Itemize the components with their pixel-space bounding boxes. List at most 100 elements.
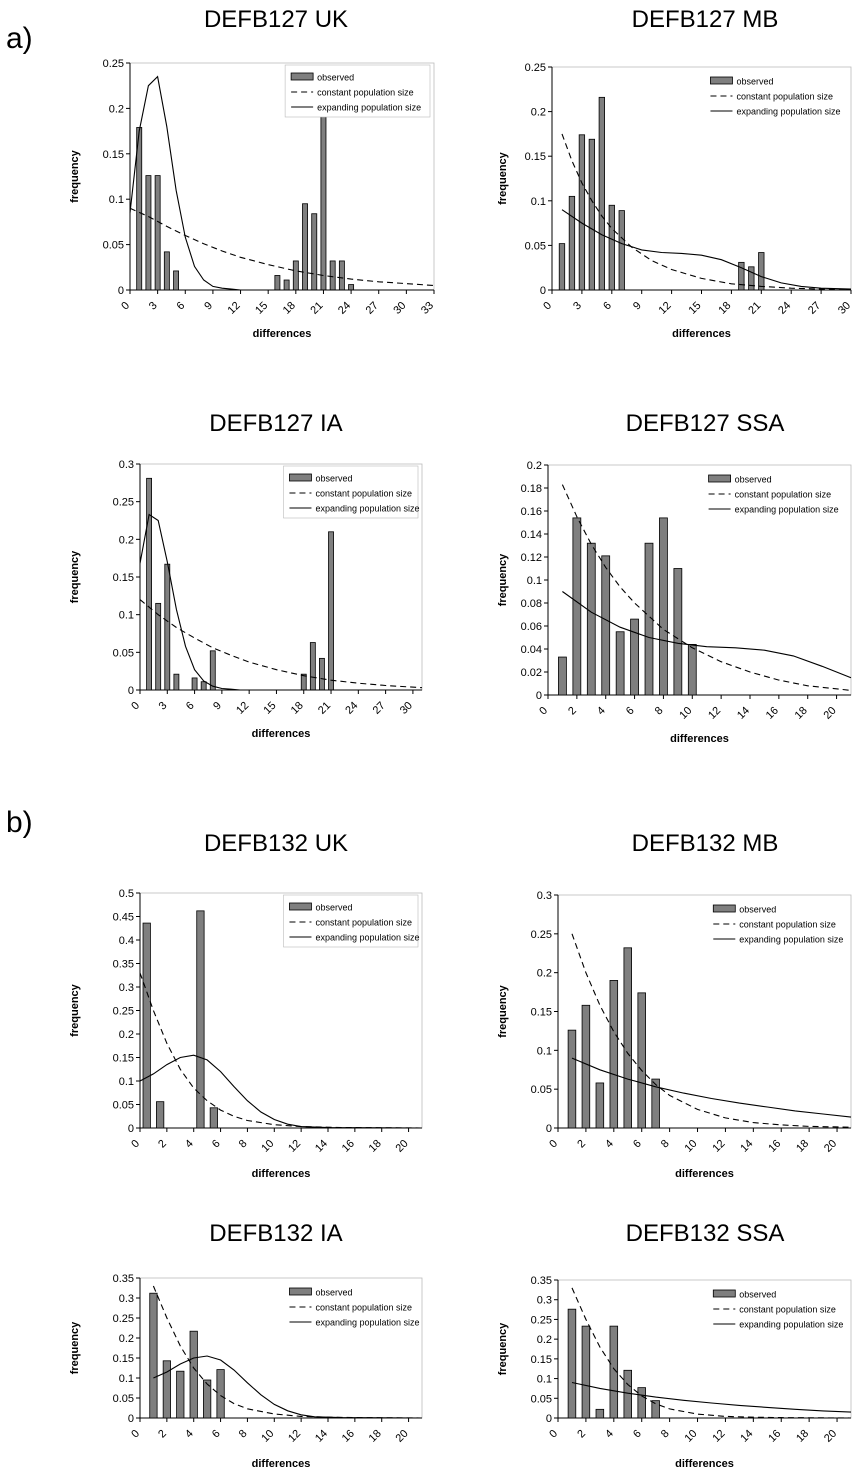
legend-swatch — [712, 1289, 736, 1298]
observed-bar — [348, 284, 355, 291]
x-tick-label: 20 — [394, 1428, 411, 1445]
observed-bar — [601, 555, 611, 696]
y-axis-title: frequency — [69, 149, 81, 202]
constant-population-line — [561, 133, 852, 291]
observed-bar — [618, 210, 625, 291]
y-axis-title: frequency — [497, 984, 509, 1037]
y-tick-label: 0.06 — [521, 621, 542, 633]
x-tick-label: 27 — [364, 300, 381, 317]
expanding-population-line — [571, 1057, 852, 1118]
x-tick-label: 12 — [286, 1138, 303, 1155]
distribution-chart: 0 0.05 0.1 0.15 0.2 0.25 0.3 0.35 0 2 4 6 8 10 12 14 16 1… — [497, 1275, 852, 1470]
legend-swatch — [289, 902, 312, 911]
x-tick-label: 16 — [340, 1428, 357, 1445]
observed-bar — [173, 270, 179, 291]
observed-bar — [142, 922, 151, 1129]
y-tick-label: 0.05 — [531, 1084, 552, 1096]
x-tick-label: 10 — [682, 1428, 699, 1445]
expanding-population-line — [153, 1355, 423, 1419]
observed-bar — [748, 266, 755, 291]
x-tick-label: 4 — [183, 1428, 196, 1441]
legend-swatch — [710, 76, 733, 85]
observed-bar — [578, 134, 586, 291]
y-tick-label: 0.25 — [531, 1314, 552, 1326]
x-tick-label: 8 — [659, 1138, 672, 1151]
constant-population-line — [139, 972, 423, 1129]
x-tick-label: 21 — [316, 700, 333, 717]
x-tick-label: 10 — [682, 1138, 699, 1155]
y-tick-label: 0.35 — [113, 1273, 134, 1285]
x-tick-label: 14 — [738, 1138, 755, 1155]
legend-constant: constant population size — [315, 1303, 412, 1313]
observed-bar — [300, 673, 307, 691]
x-tick-label: 18 — [793, 705, 810, 722]
distribution-chart: 0 0.05 0.1 0.15 0.2 0.25 0.3 0.35 0 2 4 6 8 10 12 14 16 1… — [69, 1273, 423, 1470]
chart-title: DEFB132 IA — [209, 1220, 343, 1247]
observed-bar — [558, 656, 567, 696]
x-tick-label: 10 — [259, 1428, 276, 1445]
x-tick-label: 18 — [367, 1428, 384, 1445]
x-tick-label: 27 — [371, 700, 388, 717]
x-tick-label: 30 — [391, 300, 408, 317]
y-tick-label: 0.04 — [521, 644, 542, 656]
expanding-population-line — [139, 1054, 423, 1129]
section-label-b: b) — [6, 806, 33, 839]
x-axis-title: differences — [252, 1168, 311, 1180]
observed-bar — [311, 213, 318, 291]
constant-population-line — [561, 484, 852, 691]
observed-bar — [568, 195, 576, 291]
x-tick-label: 30 — [398, 700, 415, 717]
observed-bar — [623, 1369, 632, 1419]
chart-title: DEFB127 IA — [209, 410, 343, 437]
x-tick-label: 18 — [289, 700, 306, 717]
constant-population-line — [571, 1287, 852, 1419]
observed-bar — [595, 1408, 605, 1419]
y-tick-label: 0.15 — [113, 1053, 134, 1065]
chart-title: DEFB132 MB — [631, 830, 779, 857]
observed-bar — [173, 673, 180, 691]
x-tick-label: 30 — [836, 300, 853, 317]
x-tick-label: 21 — [746, 300, 763, 317]
distribution-chart: 0 0.02 0.04 0.06 0.08 0.1 0.12 0.14 0.16 0.18 0.2 0… — [497, 460, 852, 745]
chart-title: DEFB127 UK — [203, 6, 349, 33]
x-tick-label: 9 — [211, 700, 224, 713]
y-tick-label: 0.3 — [119, 459, 134, 471]
x-tick-label: 21 — [308, 300, 325, 317]
x-tick-label: 6 — [631, 1428, 644, 1441]
y-tick-label: 0.05 — [531, 1393, 552, 1405]
x-tick-label: 18 — [281, 300, 298, 317]
x-tick-label: 15 — [253, 300, 270, 317]
observed-bar — [154, 175, 161, 291]
x-tick-label: 3 — [571, 300, 584, 313]
y-tick-label: 0 — [540, 285, 546, 297]
y-tick-label: 0.2 — [537, 1334, 552, 1346]
y-axis-title: frequency — [497, 1322, 509, 1375]
x-tick-label: 18 — [716, 300, 733, 317]
x-tick-label: 24 — [343, 700, 360, 717]
y-tick-label: 0.25 — [113, 497, 134, 509]
y-tick-label: 0.05 — [113, 1100, 134, 1112]
y-tick-label: 0.15 — [103, 149, 124, 161]
y-tick-label: 0 — [128, 1413, 134, 1425]
observed-bar — [274, 275, 281, 291]
observed-bar — [637, 992, 646, 1129]
observed-bar — [630, 618, 639, 696]
y-tick-label: 0.2 — [119, 1333, 134, 1345]
expanding-population-line — [139, 513, 422, 691]
observed-bar — [156, 1101, 165, 1129]
y-tick-label: 0.2 — [531, 107, 546, 119]
x-tick-label: 16 — [766, 1138, 783, 1155]
observed-bar — [738, 261, 745, 291]
legend-observed: observed — [315, 1288, 352, 1298]
observed-bar — [145, 175, 152, 291]
expanding-population-line — [562, 591, 852, 679]
legend-constant: constant population size — [739, 1305, 836, 1315]
legend-observed: observed — [739, 905, 776, 915]
y-tick-label: 0.4 — [119, 935, 134, 947]
x-tick-label: 6 — [631, 1138, 644, 1151]
legend-expanding: expanding population size — [739, 1320, 843, 1330]
legend-constant: constant population size — [315, 918, 412, 928]
observed-bar — [659, 517, 668, 696]
legend-expanding: expanding population size — [735, 505, 839, 515]
y-tick-label: 0.1 — [119, 610, 134, 622]
